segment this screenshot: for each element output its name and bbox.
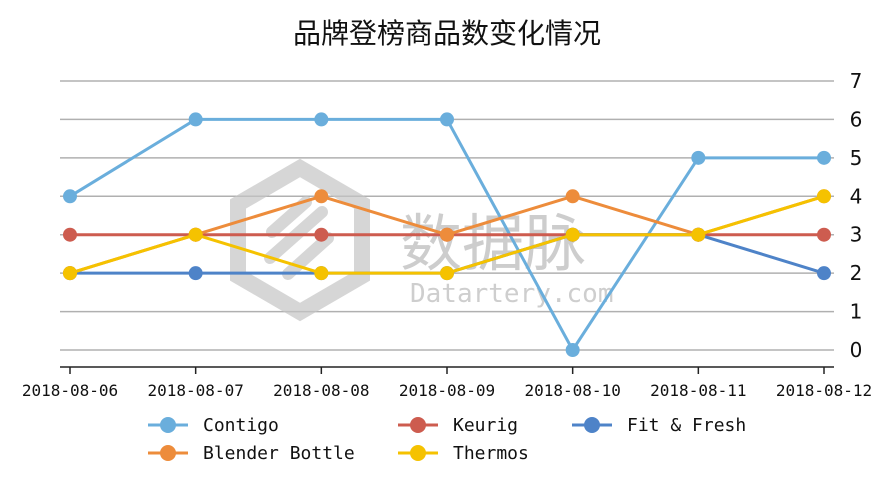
data-point[interactable] <box>817 189 831 204</box>
x-tick-label: 2018-08-09 <box>399 381 495 400</box>
watermark-text-en: Datartery.com <box>410 279 614 309</box>
legend-marker <box>160 445 176 461</box>
data-point[interactable] <box>314 112 329 127</box>
legend-marker <box>584 417 600 433</box>
x-tick-label: 2018-08-10 <box>525 381 621 400</box>
x-tick-label: 2018-08-11 <box>650 381 746 400</box>
data-point[interactable] <box>188 112 203 127</box>
legend-marker <box>410 445 426 461</box>
legend-label: Keurig <box>453 415 518 436</box>
x-tick-label: 2018-08-08 <box>273 381 369 400</box>
data-point[interactable] <box>565 343 580 357</box>
y-tick-label: 7 <box>850 69 863 93</box>
legend-item[interactable]: Thermos <box>398 443 529 464</box>
legend-marker <box>410 417 426 433</box>
series-layer <box>63 112 831 357</box>
data-point[interactable] <box>440 112 454 127</box>
data-point[interactable] <box>63 266 77 281</box>
legend-marker <box>160 417 176 433</box>
data-point[interactable] <box>565 227 580 242</box>
legend-item[interactable]: Fit & Fresh <box>572 415 746 436</box>
y-tick-label: 2 <box>850 261 863 285</box>
data-point[interactable] <box>314 266 329 281</box>
legend-label: Contigo <box>203 415 279 436</box>
legend-label: Thermos <box>453 443 529 464</box>
axes: 2018-08-06 2018-08-07 2018-08-08 2018-08-09… <box>22 69 872 400</box>
y-tick-label: 4 <box>850 184 863 208</box>
data-point[interactable] <box>565 189 580 204</box>
data-point[interactable] <box>691 150 706 165</box>
legend-label: Fit & Fresh <box>627 415 746 436</box>
legend-item[interactable]: Blender Bottle <box>148 443 355 464</box>
y-tick-label: 0 <box>850 338 863 362</box>
y-tick-label: 5 <box>850 146 863 170</box>
watermark-text-cn: 数据脉 <box>400 207 586 280</box>
legend-label: Blender Bottle <box>203 443 355 464</box>
series-contigo <box>63 112 831 357</box>
legend: Contigo Keurig Fit & Fresh Blender Bottle Th… <box>148 415 746 464</box>
data-point[interactable] <box>817 150 831 165</box>
data-point[interactable] <box>63 189 77 204</box>
chart-title: 品牌登榜商品数变化情况 <box>292 17 601 50</box>
data-point[interactable] <box>314 189 329 204</box>
x-tick-label: 2018-08-07 <box>148 381 244 400</box>
y-tick-label: 6 <box>850 107 863 131</box>
legend-item[interactable]: Contigo <box>148 415 279 436</box>
data-point[interactable] <box>817 266 831 281</box>
legend-item[interactable]: Keurig <box>398 415 518 436</box>
data-point[interactable] <box>188 266 203 281</box>
data-point[interactable] <box>188 227 203 242</box>
y-tick-label: 3 <box>850 223 863 247</box>
y-tick-label: 1 <box>850 300 863 324</box>
data-point[interactable] <box>817 227 831 242</box>
x-tick-label: 2018-08-12 <box>776 381 872 400</box>
data-point[interactable] <box>440 227 454 242</box>
series-thermos <box>63 189 831 281</box>
data-point[interactable] <box>440 266 454 281</box>
x-tick-label: 2018-08-06 <box>22 381 118 400</box>
data-point[interactable] <box>691 227 706 242</box>
data-point[interactable] <box>63 227 77 242</box>
data-point[interactable] <box>314 227 329 242</box>
